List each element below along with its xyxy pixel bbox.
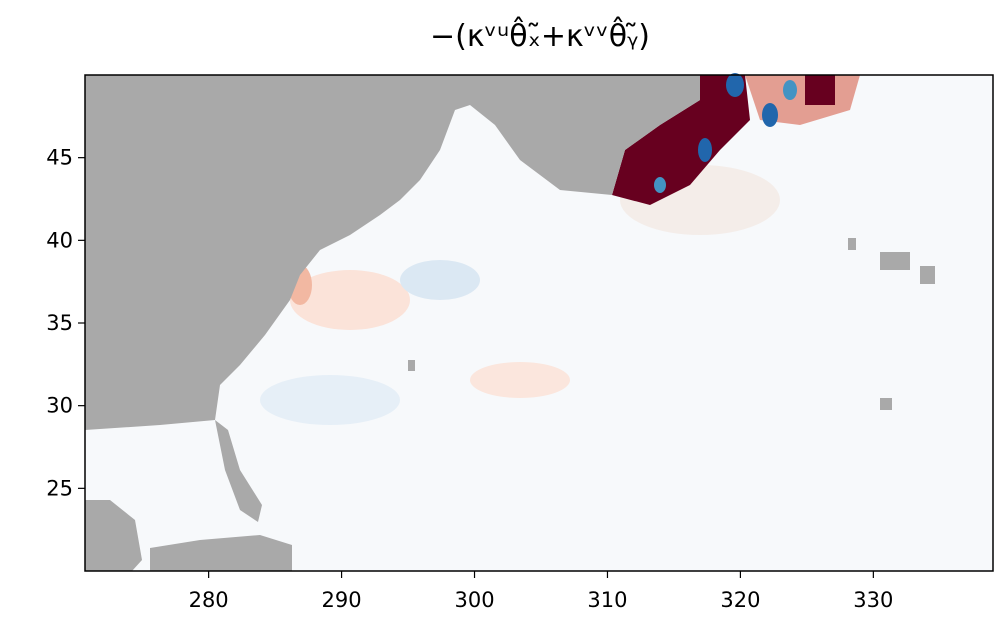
x-tick-label: 280 [189, 588, 229, 612]
cool-patch [400, 260, 480, 300]
island [150, 535, 292, 571]
cool-patch [260, 375, 400, 425]
peninsula [85, 500, 142, 571]
island [880, 252, 910, 270]
negative [698, 138, 712, 162]
warm-patch [470, 362, 570, 398]
negative [726, 73, 744, 97]
y-tick-label: 45 [46, 146, 73, 170]
y-tick-label: 30 [46, 394, 73, 418]
chart-title: −(κᵛᵘθ̂ₓ̃+κᵛᵛθ̂ᵧ̃) [430, 16, 650, 54]
y-tick-label: 35 [46, 311, 73, 335]
negative [654, 177, 666, 193]
continent [85, 75, 700, 430]
strong-positive [805, 75, 835, 105]
warm-patch [290, 270, 410, 330]
land [85, 75, 935, 571]
island [848, 238, 856, 250]
island [408, 360, 415, 371]
island [920, 266, 935, 284]
y-tick-label: 25 [46, 476, 73, 500]
peninsula [215, 420, 262, 522]
x-tick-label: 290 [322, 588, 362, 612]
x-tick-label: 310 [587, 588, 627, 612]
negative [783, 80, 797, 100]
strong-positive [612, 75, 750, 205]
y-tick-label: 40 [46, 228, 73, 252]
x-tick-label: 300 [454, 588, 494, 612]
x-tick-label: 330 [853, 588, 893, 612]
negative [762, 103, 778, 127]
x-tick-label: 320 [720, 588, 760, 612]
island [880, 398, 892, 410]
